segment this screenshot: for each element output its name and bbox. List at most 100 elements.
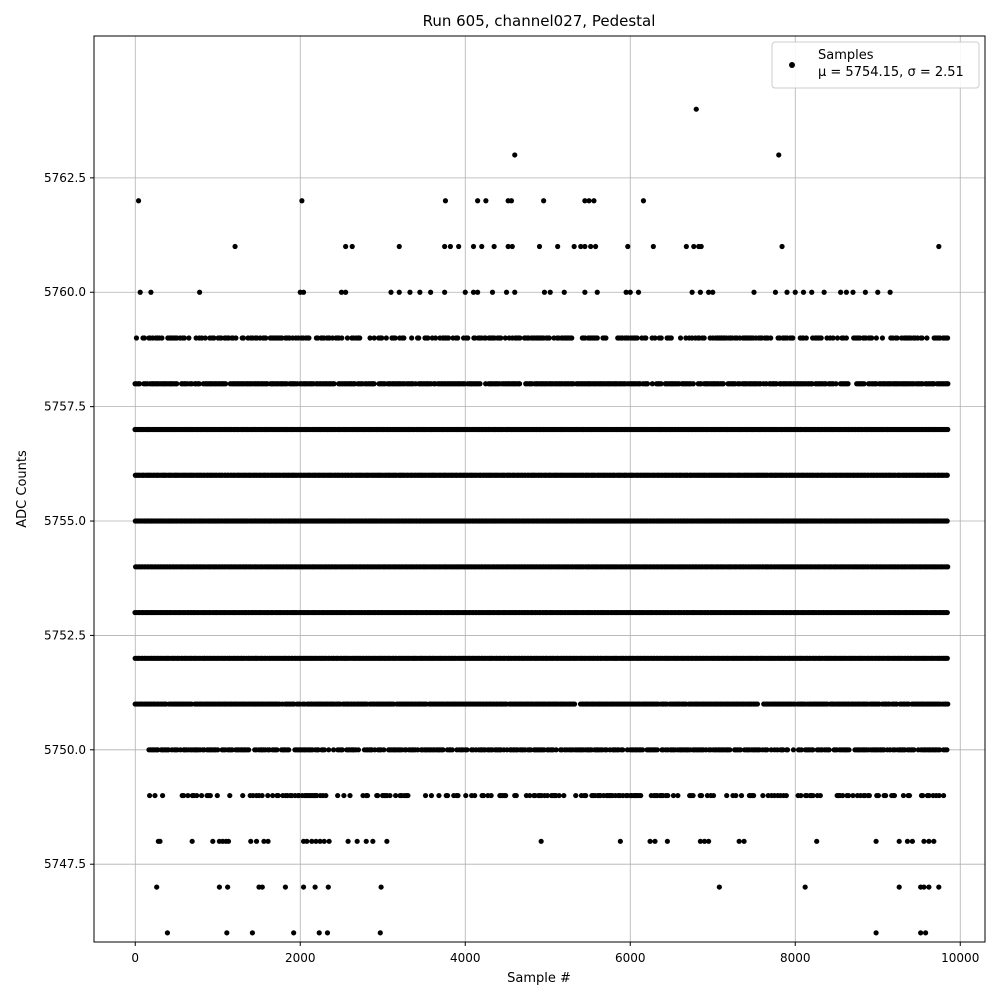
sample-point — [137, 289, 143, 295]
sample-point — [861, 381, 867, 387]
sample-point — [945, 701, 951, 707]
sample-point — [838, 289, 844, 295]
sample-point — [455, 335, 461, 341]
sample-point — [470, 289, 477, 295]
sample-point — [625, 243, 631, 250]
sample-point — [555, 243, 561, 250]
sample-point — [588, 243, 594, 250]
chart-title: Run 605, channel027, Pedestal — [423, 12, 656, 30]
sample-point — [148, 289, 154, 295]
sample-point — [181, 335, 187, 341]
sample-point — [677, 335, 684, 341]
sample-point — [367, 335, 373, 341]
sample-point — [683, 243, 689, 250]
sample-point — [416, 335, 422, 341]
sample-point — [509, 243, 515, 250]
sample-point — [442, 198, 449, 204]
sample-point — [553, 747, 559, 753]
sample-point — [240, 335, 247, 341]
sample-point — [582, 198, 588, 204]
sample-point — [634, 335, 640, 341]
sample-point — [640, 198, 647, 204]
sample-point — [465, 335, 471, 341]
sample-point — [462, 289, 468, 295]
sample-point — [720, 381, 726, 387]
sample-point — [591, 198, 597, 204]
sample-point — [338, 289, 345, 295]
sample-point — [586, 198, 592, 204]
sample-point — [456, 243, 462, 250]
sample-point — [512, 289, 518, 295]
sample-point — [644, 381, 651, 387]
sample-point — [690, 381, 696, 387]
sample-point — [658, 335, 664, 341]
sample-point — [417, 289, 423, 295]
sample-point — [464, 747, 470, 753]
sample-point — [803, 335, 809, 341]
sample-point — [479, 243, 485, 250]
sample-point — [944, 609, 950, 616]
sample-point — [620, 747, 626, 753]
sample-point — [776, 152, 782, 158]
sample-point — [159, 335, 165, 341]
sample-point — [571, 701, 578, 707]
sample-point — [508, 198, 515, 204]
sample-point — [578, 243, 584, 250]
sample-point — [233, 335, 239, 341]
sample-point — [936, 243, 942, 250]
sample-point — [691, 243, 697, 250]
sample-point — [754, 701, 761, 707]
sample-point — [222, 381, 229, 387]
sample-point — [593, 243, 599, 250]
sample-point — [701, 335, 707, 341]
sample-point — [821, 289, 827, 295]
sample-point — [944, 335, 951, 341]
sample-point — [442, 289, 448, 295]
sample-point — [944, 472, 950, 478]
sample-point — [571, 243, 577, 250]
sample-point — [409, 335, 415, 341]
sample-point — [425, 335, 431, 341]
sample-point — [211, 335, 217, 341]
sample-point — [371, 381, 377, 387]
sample-point — [698, 243, 704, 250]
sample-point — [286, 747, 292, 753]
sample-point — [945, 564, 951, 570]
sample-point — [477, 381, 483, 387]
sample-point — [582, 289, 588, 295]
sample-point — [355, 747, 362, 753]
sample-point — [727, 747, 733, 753]
sample-point — [447, 243, 453, 250]
sample-point — [491, 243, 497, 250]
sample-point — [834, 335, 841, 341]
sample-point — [693, 106, 699, 112]
sample-point — [658, 381, 664, 387]
sample-point — [779, 243, 785, 250]
sample-point — [689, 289, 695, 295]
sample-point — [343, 289, 349, 295]
sample-point — [623, 289, 629, 295]
sample-point — [197, 289, 203, 295]
sample-point — [343, 243, 349, 250]
sample-point — [790, 335, 796, 341]
sample-point — [833, 381, 839, 387]
sample-point — [945, 381, 951, 387]
sample-point — [186, 335, 192, 341]
sample-point — [306, 335, 312, 341]
sample-point — [561, 289, 567, 295]
sample-point — [547, 289, 553, 295]
sample-point — [489, 289, 496, 295]
sample-point — [432, 335, 439, 341]
sample-point — [392, 335, 398, 341]
sample-point — [331, 381, 337, 387]
sample-point — [706, 289, 712, 295]
sample-point — [274, 747, 280, 753]
sample-point — [516, 381, 523, 387]
sample-point — [944, 655, 950, 661]
sample-point — [388, 289, 394, 295]
sample-point — [843, 335, 849, 341]
sample-point — [772, 289, 779, 295]
sample-point — [784, 289, 790, 295]
sample-point — [349, 243, 355, 250]
sample-point — [843, 289, 850, 295]
